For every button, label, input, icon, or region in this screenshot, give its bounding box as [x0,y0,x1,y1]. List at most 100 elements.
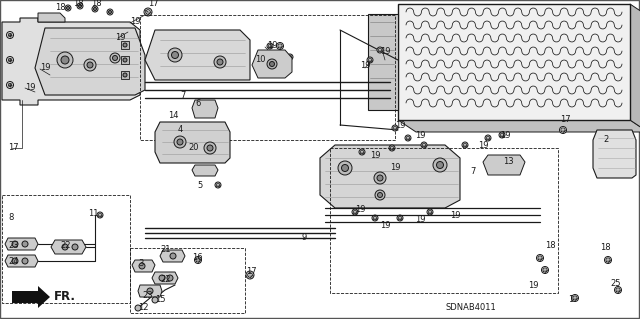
Polygon shape [138,285,162,297]
Circle shape [167,275,173,281]
Circle shape [541,266,548,273]
Circle shape [268,44,272,48]
Polygon shape [2,18,140,105]
Circle shape [57,52,73,68]
Bar [121,56,129,64]
Circle shape [276,42,284,49]
Circle shape [110,53,120,63]
Circle shape [168,48,182,62]
Circle shape [84,59,96,71]
Circle shape [378,48,382,52]
Text: 19: 19 [267,41,278,49]
Text: 19: 19 [25,83,35,92]
Circle shape [177,139,183,145]
Circle shape [217,59,223,65]
Circle shape [147,288,153,294]
Polygon shape [12,286,50,308]
Circle shape [67,6,70,10]
Circle shape [606,258,610,262]
Circle shape [485,135,491,141]
Text: 19: 19 [390,164,401,173]
Text: 13: 13 [503,158,514,167]
Polygon shape [51,240,86,254]
Text: 22: 22 [60,241,70,249]
Circle shape [374,172,386,184]
Circle shape [398,216,402,220]
Text: 19: 19 [415,216,426,225]
Text: 19: 19 [380,220,390,229]
Text: SDNAB4011: SDNAB4011 [446,302,497,311]
Circle shape [267,43,273,49]
Circle shape [246,271,254,279]
Circle shape [543,268,547,272]
Text: 6: 6 [195,99,200,108]
Circle shape [65,5,71,11]
Circle shape [144,8,152,16]
Text: 19: 19 [360,61,371,70]
Circle shape [368,58,372,62]
Circle shape [499,132,505,138]
Circle shape [216,183,220,187]
Circle shape [6,81,13,88]
Text: 17: 17 [148,0,159,9]
Text: 19: 19 [478,140,488,150]
Circle shape [174,136,186,148]
Text: 19: 19 [355,205,365,214]
Circle shape [288,55,292,59]
Polygon shape [630,4,640,132]
Text: 8: 8 [8,213,13,222]
Circle shape [390,146,394,150]
Text: 19: 19 [500,130,511,139]
Text: 22: 22 [160,276,170,285]
Text: 20: 20 [188,144,198,152]
Polygon shape [252,50,292,78]
Polygon shape [5,238,38,250]
Circle shape [500,133,504,137]
Circle shape [22,258,28,264]
Circle shape [433,158,447,172]
Circle shape [79,4,81,8]
Text: 17: 17 [560,115,571,124]
Polygon shape [5,255,38,267]
Circle shape [538,256,542,260]
Text: 18: 18 [91,0,102,8]
Text: 19: 19 [130,17,141,26]
Polygon shape [483,155,525,175]
Circle shape [406,136,410,140]
Circle shape [372,215,378,221]
Text: 18: 18 [600,243,611,253]
Circle shape [536,255,543,262]
Text: 23: 23 [142,291,152,300]
Text: 12: 12 [138,303,148,313]
Polygon shape [398,120,640,132]
Text: 14: 14 [168,110,179,120]
Text: 18: 18 [73,0,84,8]
Circle shape [92,6,98,12]
Circle shape [422,143,426,147]
Polygon shape [160,250,185,262]
Polygon shape [320,145,460,208]
Text: 19: 19 [395,121,406,130]
Circle shape [8,33,12,37]
Circle shape [352,209,358,215]
Circle shape [377,175,383,181]
Polygon shape [192,165,218,176]
Circle shape [428,210,432,214]
Circle shape [195,256,202,263]
Polygon shape [152,272,178,284]
Circle shape [123,58,127,62]
Text: 7: 7 [180,91,186,100]
Circle shape [392,125,398,131]
Circle shape [278,44,282,48]
Text: 19: 19 [40,63,51,72]
Text: 23: 23 [8,241,19,249]
Circle shape [377,47,383,53]
Text: 21: 21 [160,246,170,255]
Text: 10: 10 [255,56,266,64]
Circle shape [6,56,13,63]
Circle shape [393,126,397,130]
Circle shape [135,305,141,311]
Text: 17: 17 [246,268,257,277]
Circle shape [12,241,18,247]
Circle shape [72,244,78,250]
